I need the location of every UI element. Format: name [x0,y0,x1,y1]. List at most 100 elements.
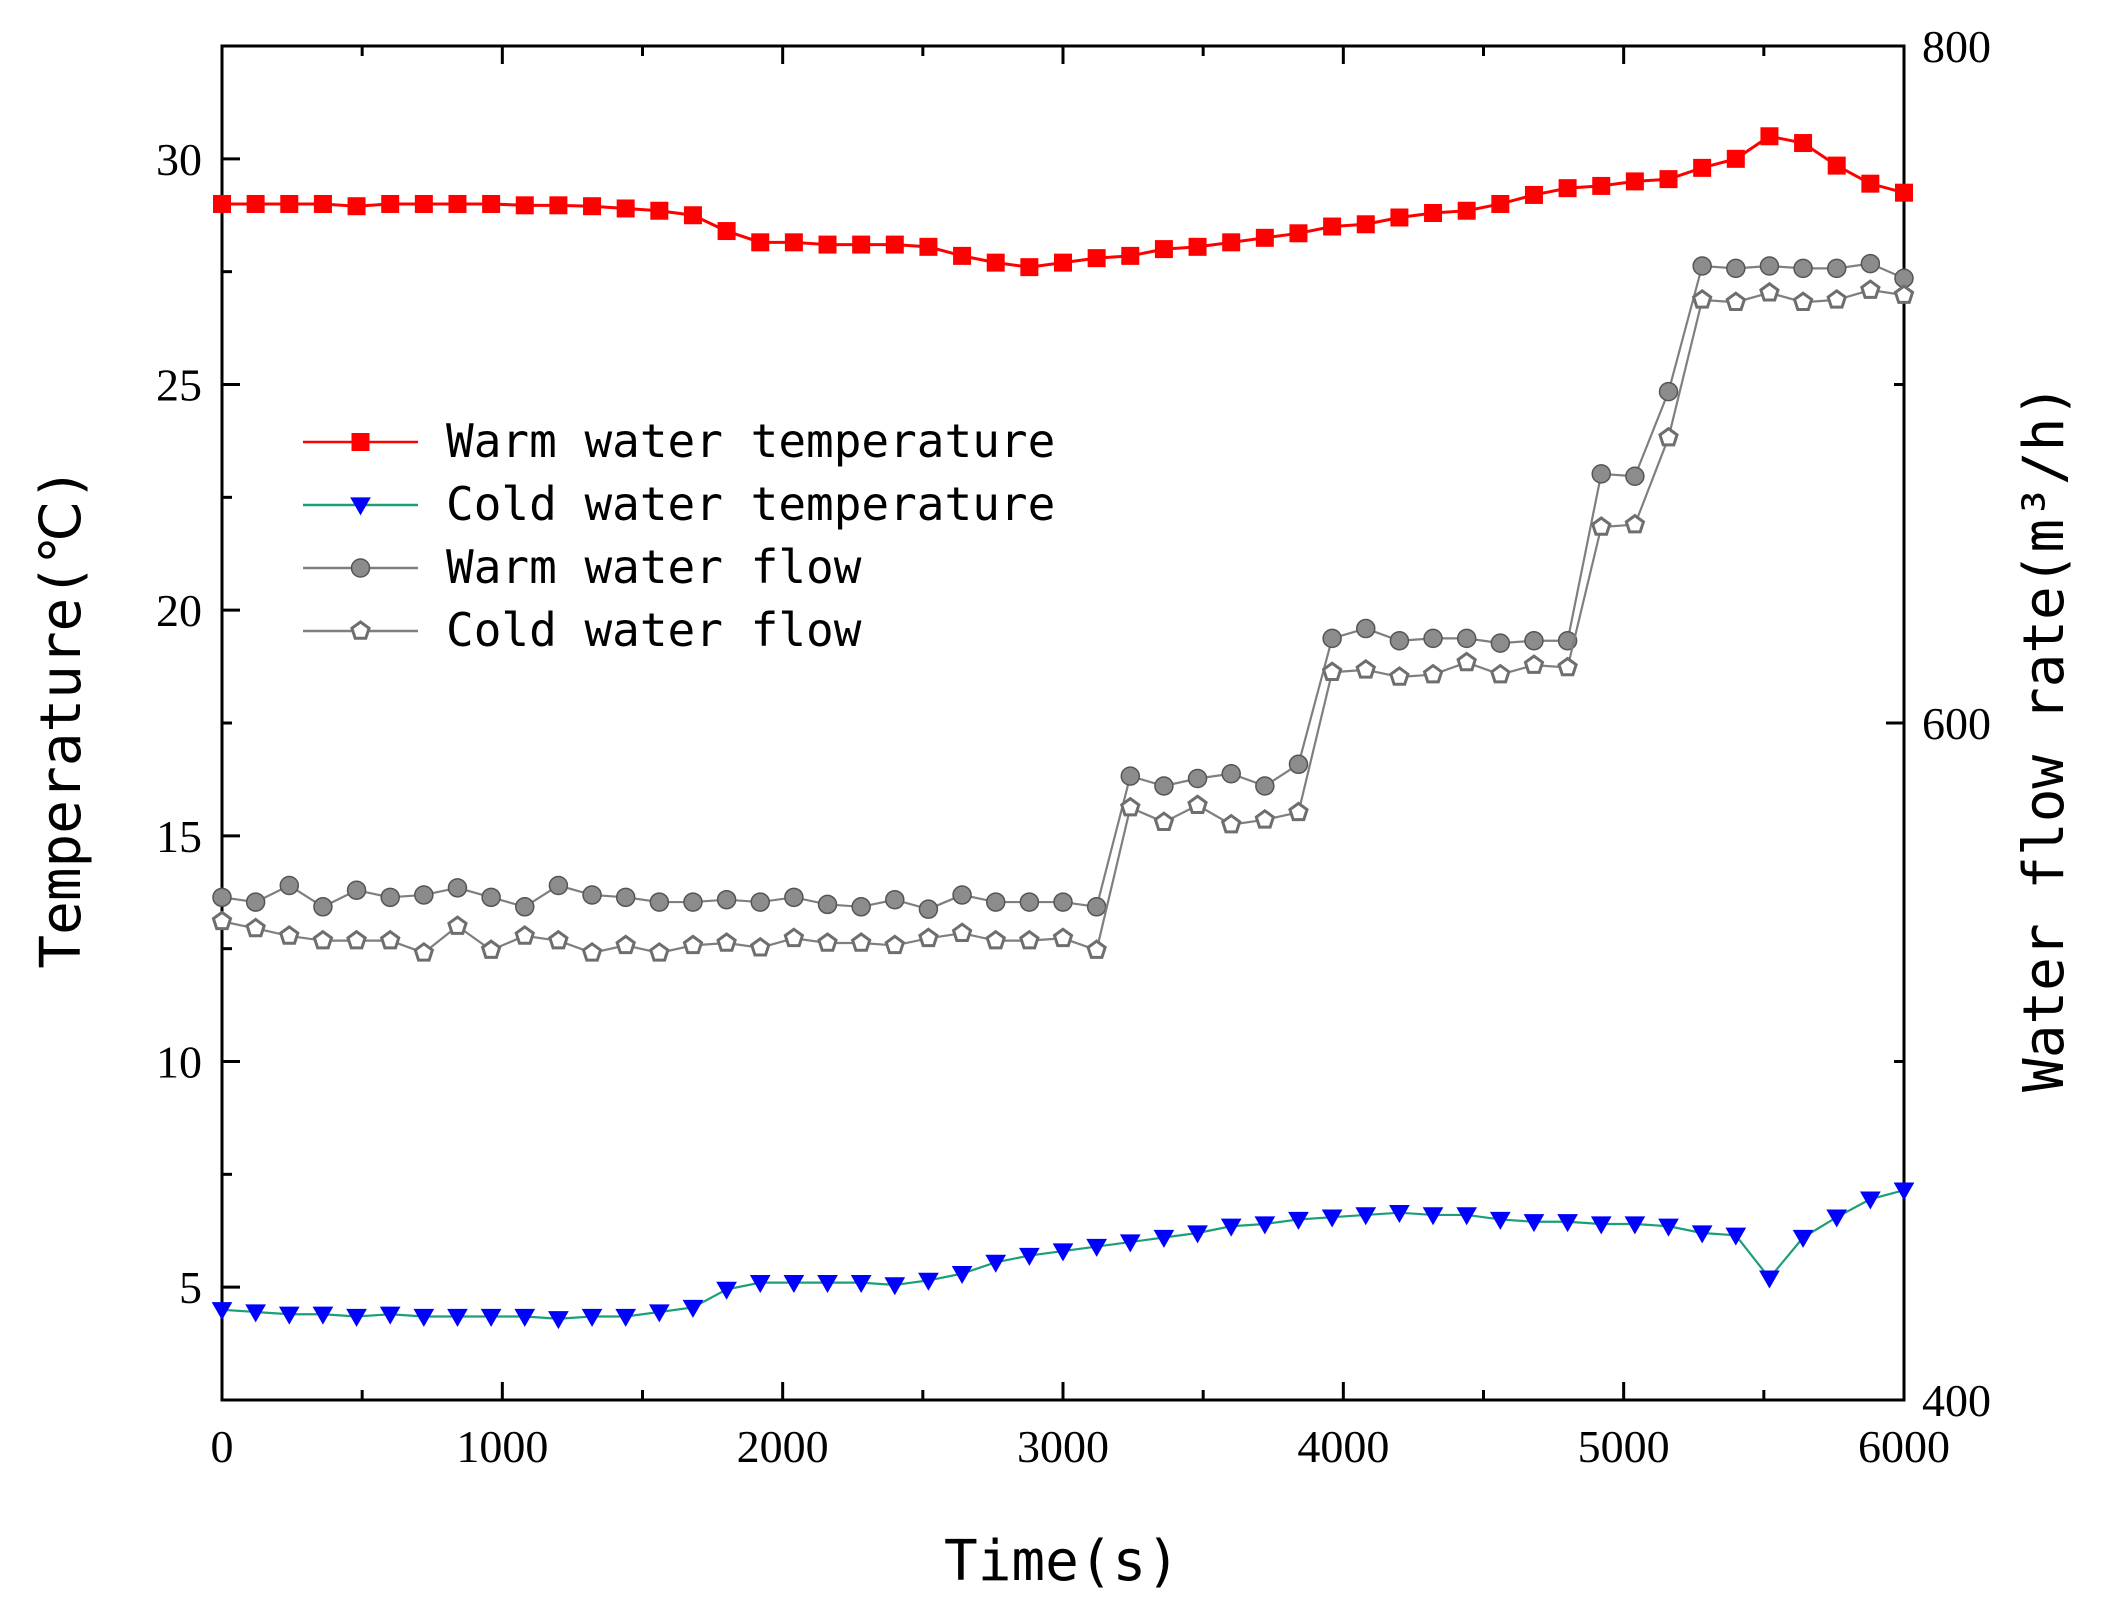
data-point [245,1304,266,1323]
y-right-tick-label: 600 [1922,698,1991,749]
x-tick-label: 6000 [1858,1421,1950,1472]
legend-marker [350,558,371,578]
data-point [1759,256,1780,276]
data-point [1424,203,1443,222]
y-axis-left-title: Temperature(℃) [29,467,94,968]
data-point [1624,513,1646,534]
series-cold-water-flow [211,279,1915,962]
data-point [784,887,804,908]
data-point [1760,127,1779,146]
data-point [1323,217,1342,236]
y-left-tick-label: 5 [179,1262,202,1313]
data-point [682,1299,704,1318]
series-warm-water-temperature [213,127,1913,277]
data-point [1321,661,1343,682]
data-point [1658,1218,1679,1237]
data-point [246,194,265,213]
data-point [951,1265,973,1284]
data-point [1053,892,1073,912]
data-point [1490,633,1511,653]
data-point [548,875,569,896]
y-left-tick-label: 15 [156,811,202,862]
data-point [1759,281,1780,302]
data-point [717,222,736,241]
plot-frame [220,44,1906,1402]
data-point [1489,1211,1511,1230]
data-point [1456,651,1478,672]
x-tick-label: 1000 [456,1421,548,1472]
data-point [1557,1214,1578,1233]
data-point [581,941,603,962]
data-point [1389,666,1410,686]
data-point [885,889,905,910]
data-point [1658,381,1679,402]
data-point [1895,183,1913,202]
data-point [346,929,367,950]
data-point [850,932,872,952]
y-right-tick-label: 400 [1922,1375,1991,1426]
data-point [750,892,770,912]
data-point [379,929,401,950]
data-point [1423,628,1443,649]
data-point [1457,201,1476,220]
data-point [1793,258,1813,279]
data-point [346,880,367,900]
data-point [1086,1238,1107,1257]
data-point [716,889,737,910]
data-point [1255,776,1275,796]
data-point [615,934,637,955]
data-point [648,941,670,962]
data-point [951,922,973,942]
data-point [1625,172,1644,191]
data-point [1422,1207,1444,1226]
data-point [1254,1216,1276,1235]
legend: Warm water temperature Cold water tempera… [303,414,1055,657]
series-warm-water-flow [212,253,1914,919]
data-point [581,1308,603,1327]
data-point [751,233,770,252]
data-point [548,929,569,950]
data-point [278,925,300,945]
data-point [1658,426,1679,447]
x-tick-label: 5000 [1578,1421,1670,1472]
data-point [1356,618,1376,639]
data-point [1893,284,1915,304]
data-point [1121,246,1140,265]
data-point [817,932,838,952]
data-point [783,927,805,948]
data-point [1356,215,1375,234]
data-point [1659,170,1678,189]
data-point [1289,224,1308,243]
data-point [1523,654,1545,674]
data-point [211,910,233,931]
data-point [1119,1234,1141,1253]
data-point [1220,1218,1242,1237]
data-point [1086,939,1107,959]
x-tick-label: 3000 [1017,1421,1109,1472]
x-axis: 0 1000 2000 3000 4000 5000 6000 [211,46,1950,1472]
data-point [851,897,871,917]
data-point [447,878,468,898]
data-point [716,1281,737,1300]
data-point [1187,1225,1208,1244]
data-point [482,194,501,213]
data-point [1860,253,1881,274]
data-point [918,1272,939,1291]
data-point [381,194,400,213]
y-left-tick-label: 25 [156,360,202,411]
data-point [1860,279,1881,299]
y-right-tick-label: 800 [1922,21,1991,72]
data-point [480,1308,502,1327]
legend-marker [351,433,370,451]
data-point [649,892,670,912]
data-point [448,194,467,213]
data-point [1794,134,1813,153]
data-point [1153,1229,1175,1248]
series-cold-water-temperature [211,1182,1915,1330]
data-point [1861,174,1880,193]
plot-border [220,44,1906,1402]
data-point [1523,1214,1545,1233]
data-point [749,936,771,957]
data-point [1187,794,1208,815]
data-point [447,915,468,935]
